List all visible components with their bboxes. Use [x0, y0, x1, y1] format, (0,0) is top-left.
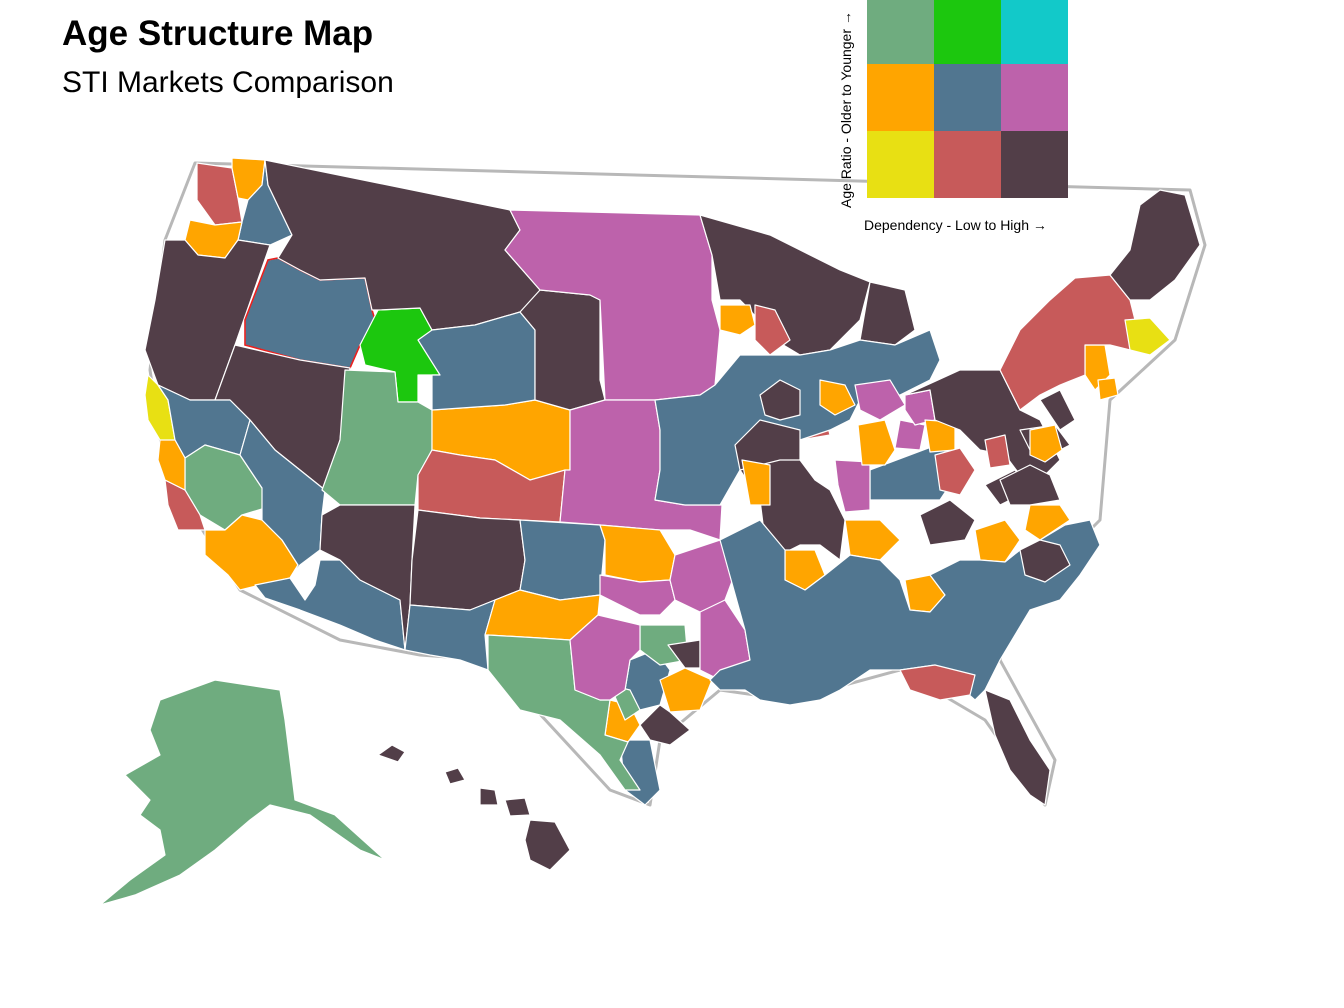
region-ne-us-dark	[1039, 189, 1201, 431]
region-fl-red	[899, 664, 976, 701]
region-ne-dark	[519, 289, 606, 411]
legend-cell-bottom-low	[867, 131, 934, 198]
region-wi-orange	[719, 304, 756, 336]
region-nc-orange	[1024, 504, 1071, 541]
legend-cell-top-mid	[934, 0, 1001, 64]
legend-cell-top-high	[1001, 0, 1068, 64]
bivariate-legend	[820, 0, 1080, 240]
region-or-dark	[144, 239, 271, 401]
region-nj-orange	[1097, 377, 1119, 401]
legend-cell-top-low	[867, 0, 934, 64]
region-hi-dark	[377, 744, 571, 871]
region-fl-dark	[984, 689, 1051, 806]
legend-cell-middle-mid	[934, 64, 1001, 131]
region-in-orange	[741, 379, 956, 506]
legend-cell-bottom-high	[1001, 131, 1068, 198]
legend-cell-middle-low	[867, 64, 934, 131]
legend-cell-middle-high	[1001, 64, 1068, 131]
region-ok-blue	[519, 519, 606, 601]
region-ma-yellow	[1124, 317, 1171, 356]
region-wv-red	[934, 434, 1011, 496]
region-tx-purple	[569, 574, 676, 701]
legend-y-axis-label: Age Ratio - Older to Younger →	[838, 11, 854, 208]
region-ak-green	[99, 679, 386, 906]
region-az-dark	[319, 504, 416, 651]
map-subtitle: STI Markets Comparison	[62, 66, 394, 99]
region-south-blue	[709, 519, 1101, 706]
legend-x-axis-label: Dependency - Low to High →	[864, 217, 1047, 233]
map-title: Age Structure Map	[62, 14, 374, 53]
region-ok-orange	[599, 524, 676, 583]
legend-cell-bottom-mid	[934, 131, 1001, 198]
